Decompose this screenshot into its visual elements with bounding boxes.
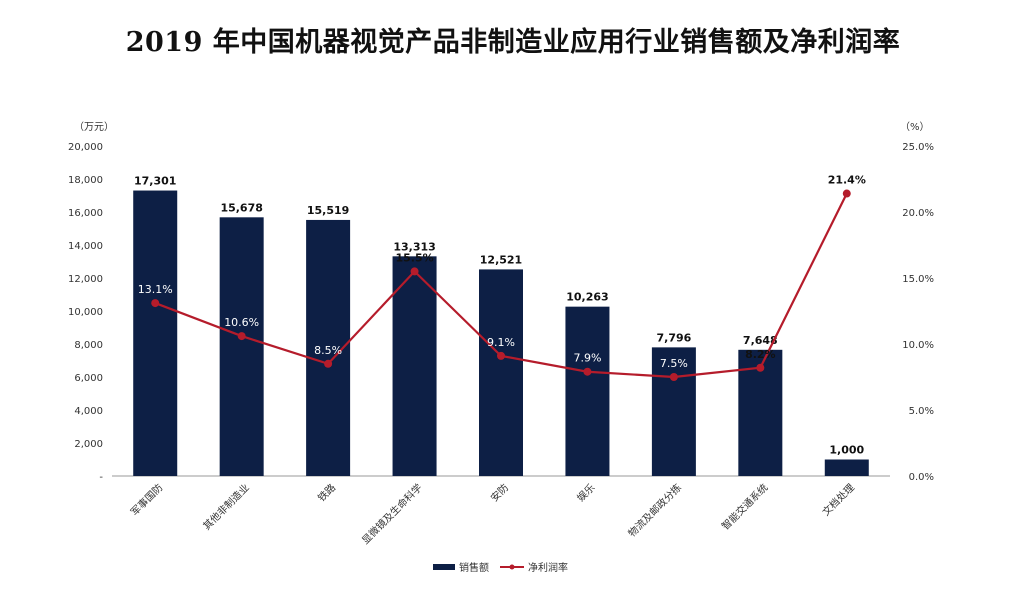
- left-axis-tick: 20,000: [68, 142, 103, 153]
- left-axis-tick: 2,000: [74, 439, 103, 450]
- left-axis-tick: 6,000: [74, 373, 103, 384]
- right-axis-unit: （%）: [900, 121, 930, 133]
- margin-point: [237, 332, 246, 341]
- sales-bar: [133, 190, 178, 476]
- sales-bar: [392, 256, 437, 476]
- sales-bar-label: 7,648: [743, 334, 778, 347]
- margin-line-series: [151, 189, 851, 381]
- margin-point: [669, 373, 678, 381]
- left-axis-tick: 4,000: [74, 406, 103, 417]
- margin-point: [583, 367, 592, 376]
- margin-point: [410, 267, 419, 276]
- legend-label-sales: 销售额: [459, 561, 489, 574]
- category-label: 娱乐: [574, 481, 597, 504]
- margin-point: [842, 189, 851, 198]
- left-axis-tick: 18,000: [68, 175, 103, 186]
- margin-line-labels: 13.1% 10.6% 8.5% 15.5% 9.1% 7.9% 7.5% 8.2% 21.4%: [138, 174, 866, 370]
- legend-label-margin: 净利润率: [528, 561, 568, 574]
- margin-point-label: 15.5%: [395, 251, 433, 264]
- sales-bar-label: 15,519: [307, 204, 349, 217]
- margin-point-label: 10.6%: [224, 316, 259, 329]
- sales-bar: [479, 269, 523, 476]
- margin-point-label: 9.1%: [487, 336, 515, 349]
- margin-point-label: 8.2%: [745, 348, 776, 361]
- sales-bar-label: 13,313: [393, 240, 435, 253]
- right-axis-tick: 10.0%: [902, 340, 934, 351]
- category-label: 其他非制造业: [200, 481, 252, 533]
- legend: 销售额 净利润率: [433, 561, 568, 574]
- margin-point-label: 8.5%: [314, 344, 342, 357]
- category-labels: 军事国防 其他非制造业 铁路 显微镜及生命科学 安防 娱乐 物流及邮政分拣 智能交通系统 文档处…: [128, 481, 857, 547]
- sales-bar-labels: 17,301 15,678 15,519 13,313 12,521 10,263 7,79…: [134, 175, 865, 457]
- category-label: 安防: [488, 481, 511, 504]
- left-axis-unit: （万元）: [74, 121, 114, 133]
- sales-bar-label: 7,796: [656, 331, 691, 344]
- sales-bar-label: 17,301: [134, 175, 176, 188]
- margin-point: [497, 351, 505, 360]
- left-axis-tick: 12,000: [68, 274, 103, 285]
- margin-point: [324, 359, 333, 368]
- left-axis-tick: 8,000: [74, 340, 103, 351]
- right-axis-tick: 5.0%: [909, 406, 934, 417]
- category-label: 显微镜及生命科学: [359, 481, 425, 547]
- right-axis-tick: 25.0%: [902, 142, 934, 153]
- left-axis-tick: 14,000: [68, 241, 103, 252]
- left-axis-tick: -: [99, 472, 103, 483]
- category-label: 军事国防: [128, 481, 165, 518]
- sales-bar-label: 12,521: [480, 253, 522, 266]
- chart-title: 2019 年中国机器视觉产品非制造业应用行业销售额及净利润率: [125, 27, 901, 58]
- left-axis-tick: 16,000: [68, 208, 103, 219]
- margin-point-label: 13.1%: [138, 283, 173, 296]
- sales-bar-label: 15,678: [220, 201, 262, 214]
- margin-point-label: 7.9%: [573, 352, 601, 365]
- sales-bar: [824, 459, 869, 476]
- legend-swatch-sales: [433, 564, 455, 570]
- right-axis-ticks: 0.0% 5.0% 10.0% 15.0% 20.0% 25.0%: [902, 142, 934, 483]
- sales-bar-label: 10,263: [566, 291, 608, 304]
- sales-bar: [565, 306, 610, 476]
- category-label: 智能交通系统: [719, 481, 771, 533]
- left-axis-tick: 10,000: [68, 307, 103, 318]
- sales-bar-label: 1,000: [829, 444, 864, 457]
- right-axis-tick: 20.0%: [902, 208, 934, 219]
- margin-point: [151, 299, 160, 308]
- margin-point: [756, 363, 765, 372]
- sales-bar: [219, 217, 264, 477]
- margin-point-label: 21.4%: [828, 174, 866, 187]
- right-axis-tick: 0.0%: [909, 472, 934, 483]
- sales-bar: [651, 347, 696, 476]
- legend-marker-margin: [509, 564, 515, 570]
- category-label: 物流及邮政分拣: [625, 481, 684, 540]
- category-label: 铁路: [315, 481, 338, 504]
- category-label: 文档处理: [819, 481, 856, 518]
- right-axis-tick: 15.0%: [902, 274, 934, 285]
- left-axis-ticks: - 2,000 4,000 6,000 8,000 10,000 12,000 14,000 1…: [68, 142, 103, 483]
- margin-point-label: 7.5%: [660, 357, 688, 370]
